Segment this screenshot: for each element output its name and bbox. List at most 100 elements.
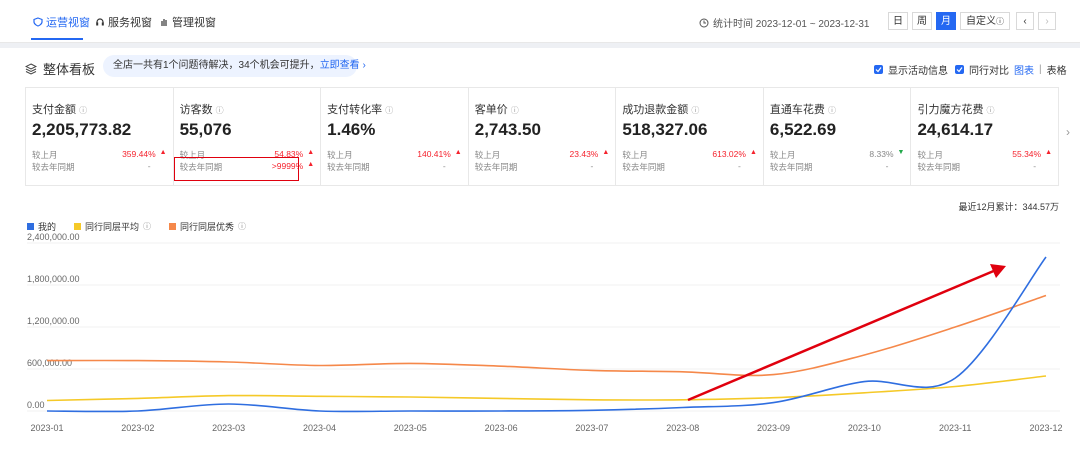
metric-card[interactable]: 成功退款金额 ⓘ 518,327.06 较上月 613.02% ▲ 较去年同期 -: [616, 88, 764, 185]
arrow-up-icon: ▲: [307, 161, 315, 168]
tab-operations[interactable]: 运营视窗: [33, 14, 90, 30]
period-week[interactable]: 周: [912, 12, 932, 30]
metric-card[interactable]: 支付金额 ⓘ 2,205,773.82 较上月 359.44% ▲ 较去年同期 -: [26, 88, 174, 185]
top-navigation: 运营视窗 服务视窗 管理视窗 统计时间 2023-12-01 ~ 2023-12…: [0, 0, 1080, 43]
y-tick-label: 600,000.00: [27, 358, 72, 368]
checkbox-checked-icon[interactable]: [955, 65, 964, 74]
x-tick-label: 2023-04: [303, 423, 336, 433]
arrow-up-icon: ▲: [1045, 149, 1053, 156]
yoy-label: 较去年同期: [327, 162, 370, 172]
next-period-button[interactable]: ›: [1038, 12, 1056, 30]
yoy-label: 较去年同期: [179, 162, 223, 172]
mom-value: 8.33%: [869, 149, 894, 159]
tab-label: 服务视窗: [108, 17, 152, 29]
metric-label: 客单价 ⓘ: [474, 104, 519, 116]
series-line-mine: [46, 256, 1047, 413]
help-icon: ⓘ: [385, 106, 394, 115]
y-tick-label: 1,200,000.00: [27, 316, 80, 326]
legend-label: 同行同层平均: [85, 222, 140, 232]
yoy-label: 较去年同期: [769, 162, 813, 172]
overview-panel: [0, 48, 1080, 463]
help-icon: ⓘ: [986, 106, 995, 115]
mom-label: 较上月: [769, 150, 796, 160]
metric-card[interactable]: 访客数 ⓘ 55,076 较上月 54.83% ▲ 较去年同期 >9999% ▲: [174, 88, 322, 185]
peer-compare-option[interactable]: 同行对比 图表 | 表格: [955, 62, 1067, 77]
shield-icon: [33, 17, 43, 27]
x-tick-label: 2023-08: [666, 423, 699, 433]
mom-value: 23.43%: [569, 149, 599, 159]
tab-service[interactable]: 服务视窗: [95, 14, 152, 30]
yoy-value: -: [147, 161, 151, 171]
yoy-row: 较去年同期 -: [32, 161, 167, 173]
legend-item-peer-average[interactable]: 同行同层平均 ⓘ: [74, 220, 151, 233]
x-tick-label: 2023-06: [485, 423, 518, 433]
clock-icon: [699, 18, 709, 27]
metric-label: 引力魔方花费 ⓘ: [917, 104, 995, 116]
metric-card[interactable]: 支付转化率 ⓘ 1.46% 较上月 140.41% ▲ 较去年同期 -: [321, 88, 469, 185]
mom-row: 较上月 613.02% ▲: [622, 149, 757, 161]
yoy-row: 较去年同期 -: [475, 161, 610, 173]
x-tick-label: 2023-05: [394, 423, 427, 433]
notice-text: 全店一共有1个问题待解决，34个机会可提升，: [113, 60, 320, 71]
mom-label: 较上月: [327, 150, 353, 160]
notice-banner: 全店一共有1个问题待解决，34个机会可提升，立即查看 ›: [103, 55, 366, 77]
mom-value: 54.83%: [274, 149, 304, 159]
x-tick-label: 2023-10: [848, 423, 881, 433]
period-month[interactable]: 月: [936, 12, 956, 30]
view-chart-toggle[interactable]: 图表: [1014, 66, 1034, 77]
headset-icon: [96, 18, 104, 26]
period-custom[interactable]: 自定义ⓘ: [960, 12, 1010, 30]
metric-label: 成功退款金额 ⓘ: [622, 104, 700, 116]
mom-label: 较上月: [32, 150, 58, 160]
mom-value: 613.02%: [712, 149, 746, 159]
notice-link[interactable]: 立即查看: [319, 60, 360, 71]
show-activity-label: 显示活动信息: [888, 66, 948, 77]
trend-line-chart: 2,400,000.00 1,800,000.00 1,200,000.00 600,…: [27, 232, 1063, 433]
legend-swatch: [27, 223, 34, 230]
help-icon: ⓘ: [215, 106, 224, 115]
checkbox-checked-icon[interactable]: [874, 65, 883, 74]
metric-value: 2,743.50: [474, 120, 541, 139]
chevron-left-icon: ‹: [1023, 16, 1027, 27]
yoy-row: 较去年同期 >9999% ▲: [180, 161, 315, 173]
legend-item-peer-excellent[interactable]: 同行同层优秀 ⓘ: [169, 220, 246, 233]
x-tick-label: 2023-12: [1029, 423, 1062, 433]
help-icon: ⓘ: [691, 106, 700, 115]
yoy-value: -: [1033, 161, 1037, 171]
metric-card[interactable]: 引力魔方花费 ⓘ 24,614.17 较上月 55.34% ▲ 较去年同期 -: [911, 88, 1058, 185]
period-custom-label: 自定义: [966, 16, 996, 27]
arrow-down-icon: ▼: [897, 149, 905, 156]
metric-label: 支付转化率 ⓘ: [327, 104, 394, 116]
legend-item-mine[interactable]: 我的: [27, 220, 56, 233]
chevron-right-icon: ›: [362, 60, 366, 71]
metric-value: 24,614.17: [917, 120, 994, 139]
legend-swatch: [74, 223, 82, 230]
cards-next-arrow-icon[interactable]: ›: [1066, 125, 1070, 139]
mom-row: 较上月 23.43% ▲: [475, 149, 610, 161]
mom-value: 55.34%: [1012, 149, 1042, 159]
metric-card[interactable]: 客单价 ⓘ 2,743.50 较上月 23.43% ▲ 较去年同期 -: [469, 88, 617, 185]
view-table-toggle[interactable]: 表格: [1046, 66, 1067, 77]
mom-label: 较上月: [474, 150, 501, 160]
legend-label: 同行同层优秀: [180, 222, 235, 232]
panel-title-text: 整体看板: [43, 62, 96, 77]
mom-value: 140.41%: [417, 149, 451, 159]
metric-value: 518,327.06: [622, 120, 708, 139]
chevron-right-icon: ›: [1045, 16, 1049, 27]
period-day[interactable]: 日: [888, 12, 908, 30]
mom-label: 较上月: [917, 150, 943, 160]
tab-management[interactable]: 管理视窗: [159, 14, 216, 30]
arrow-up-icon: ▲: [454, 149, 462, 156]
x-tick-label: 2023-09: [757, 423, 790, 433]
annotation-arrowhead: [990, 264, 1006, 278]
metric-card[interactable]: 直通车花费 ⓘ 6,522.69 较上月 8.33% ▼ 较去年同期 -: [764, 88, 912, 185]
yoy-label: 较去年同期: [474, 162, 518, 172]
metric-value: 2,205,773.82: [32, 120, 132, 139]
yoy-row: 较去年同期 -: [770, 161, 905, 173]
help-icon: ⓘ: [827, 106, 836, 115]
hand-icon: [161, 19, 167, 26]
prev-period-button[interactable]: ‹: [1016, 12, 1034, 30]
show-activity-option[interactable]: 显示活动信息: [874, 62, 948, 77]
y-tick-label: 1,800,000.00: [27, 274, 80, 284]
metric-value: 6,522.69: [769, 120, 837, 139]
